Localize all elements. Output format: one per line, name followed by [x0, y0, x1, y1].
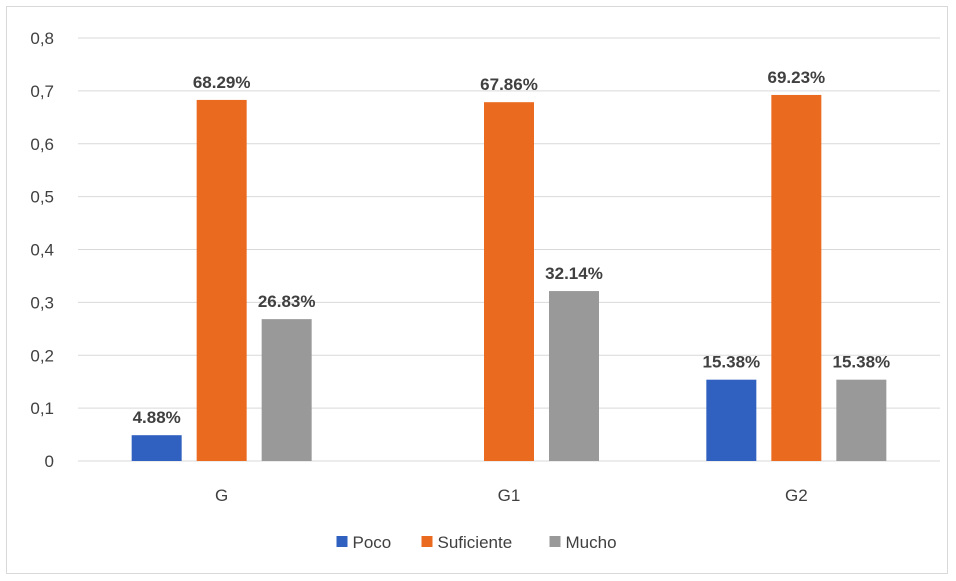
data-label: 4.88% — [133, 408, 181, 427]
x-tick-label: G — [215, 486, 228, 505]
legend-swatch-mucho — [549, 536, 561, 547]
y-tick-label: 0,6 — [30, 135, 54, 154]
bar-suficiente — [771, 94, 822, 461]
y-tick-label: 0 — [45, 452, 54, 471]
legend-swatch-poco — [336, 536, 348, 547]
y-tick-label: 0,8 — [30, 29, 54, 48]
bar-mucho — [549, 291, 599, 461]
data-label: 69.23% — [767, 68, 825, 87]
bar-suficiente — [196, 99, 247, 461]
legend-label-suficiente: Suficiente — [438, 533, 513, 552]
y-tick-label: 0,7 — [30, 82, 54, 101]
data-label: 15.38% — [832, 353, 890, 372]
y-tick-label: 0,2 — [30, 346, 54, 365]
y-tick-label: 0,4 — [30, 241, 54, 260]
legend-label-poco: Poco — [353, 533, 392, 552]
y-tick-label: 0,1 — [30, 399, 54, 418]
legend-label-mucho: Mucho — [566, 533, 617, 552]
bar-mucho — [261, 319, 312, 461]
bar-poco — [706, 379, 757, 461]
data-label: 68.29% — [193, 73, 251, 92]
y-tick-label: 0,3 — [30, 293, 54, 312]
bar-mucho — [836, 379, 887, 461]
data-label: 67.86% — [480, 75, 538, 94]
x-tick-label: G1 — [498, 486, 521, 505]
data-label: 32.14% — [545, 264, 603, 283]
x-tick-label: G2 — [785, 486, 808, 505]
y-tick-label: 0,5 — [30, 188, 54, 207]
bar-poco — [131, 435, 182, 461]
data-label: 15.38% — [702, 353, 760, 372]
data-label: 26.83% — [258, 292, 316, 311]
bar-suficiente — [484, 102, 534, 461]
legend-swatch-suficiente — [421, 536, 433, 547]
